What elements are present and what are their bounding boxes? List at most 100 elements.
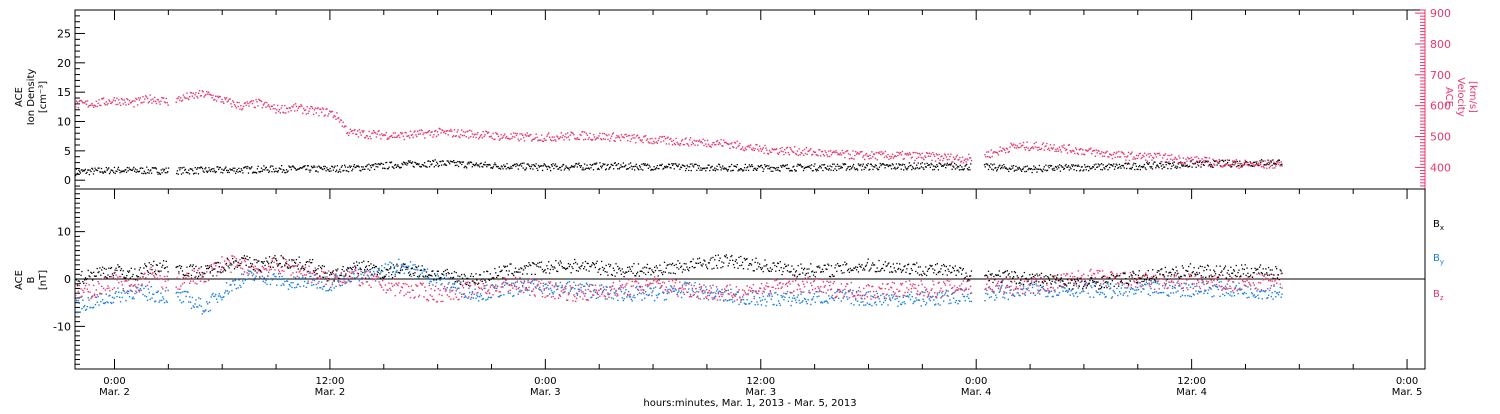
bz-series-point	[438, 288, 439, 289]
density-series-point	[98, 167, 99, 168]
velocity-series-point	[525, 134, 526, 135]
by-series-point	[1052, 296, 1053, 297]
bz-series-point	[545, 288, 546, 289]
by-series-point	[732, 301, 733, 302]
velocity-series-point	[338, 117, 339, 118]
density-series-point	[1043, 169, 1044, 170]
bz-series-point	[721, 296, 722, 297]
by-series-point	[1158, 283, 1159, 284]
by-series-point	[253, 273, 254, 274]
by-series-point	[430, 281, 431, 282]
velocity-series-point	[1089, 149, 1090, 150]
density-series-point	[309, 171, 310, 172]
by-series-point	[943, 300, 944, 301]
velocity-series-point	[952, 161, 953, 162]
by-series-point	[1129, 291, 1130, 292]
velocity-series-point	[156, 103, 157, 104]
bz-series-point	[83, 292, 84, 293]
velocity-series-point	[704, 140, 705, 141]
density-series-point	[266, 167, 267, 168]
bz-series-point	[439, 294, 440, 295]
by-series-point	[775, 292, 776, 293]
velocity-series-point	[667, 137, 668, 138]
velocity-series-point	[744, 150, 745, 151]
velocity-series-point	[1264, 160, 1265, 161]
by-series-point	[587, 284, 588, 285]
density-series-point	[502, 168, 503, 169]
by-series-point	[311, 285, 312, 286]
density-series-point	[713, 169, 714, 170]
velocity-series-point	[895, 156, 896, 157]
velocity-series-point	[1210, 162, 1211, 163]
density-series-point	[835, 166, 836, 167]
density-series-point	[360, 170, 361, 171]
density-series-point	[439, 165, 440, 166]
density-series-point	[1047, 170, 1048, 171]
bz-series-point	[701, 286, 702, 287]
velocity-series-point	[167, 102, 168, 103]
bz-series-point	[330, 287, 331, 288]
by-series-point	[621, 291, 622, 292]
bz-series-point	[623, 287, 624, 288]
by-series-point	[415, 269, 416, 270]
by-series-point	[316, 287, 317, 288]
by-series-point	[192, 297, 193, 298]
density-series-point	[116, 171, 117, 172]
density-series-point	[620, 164, 621, 165]
velocity-series-point	[148, 102, 149, 103]
bz-series-point	[644, 278, 645, 279]
bz-series-point	[304, 274, 305, 275]
velocity-series-point	[990, 157, 991, 158]
by-series-point	[114, 297, 115, 298]
by-series-point	[860, 302, 861, 303]
density-series-point	[649, 166, 650, 167]
by-series-point	[795, 299, 796, 300]
velocity-series-point	[1136, 155, 1137, 156]
by-series-point	[999, 292, 1000, 293]
density-series-point	[93, 173, 94, 174]
velocity-series-point	[1052, 147, 1053, 148]
velocity-series-point	[1269, 167, 1270, 168]
density-series-point	[149, 173, 150, 174]
by-series-point	[1186, 287, 1187, 288]
velocity-series-point	[847, 150, 848, 151]
density-series-point	[688, 170, 689, 171]
by-series-point	[1070, 294, 1071, 295]
by-series-point	[381, 265, 382, 266]
velocity-series-point	[570, 135, 571, 136]
velocity-series-point	[1010, 143, 1011, 144]
by-series-point	[1197, 293, 1198, 294]
velocity-series-point	[445, 133, 446, 134]
velocity-series-point	[341, 120, 342, 121]
by-series-point	[520, 291, 521, 292]
bz-series-point	[563, 292, 564, 293]
bz-series-point	[640, 286, 641, 287]
density-series-point	[919, 167, 920, 168]
velocity-series-point	[1261, 166, 1262, 167]
density-series-point	[938, 169, 939, 170]
velocity-series-point	[1098, 150, 1099, 151]
by-series-point	[325, 290, 326, 291]
by-series-point	[560, 282, 561, 283]
density-series-point	[484, 164, 485, 165]
velocity-series-point	[1236, 159, 1237, 160]
bz-series-point	[503, 282, 504, 283]
velocity-series-point	[913, 152, 914, 153]
velocity-series-point	[659, 136, 660, 137]
by-series-point	[151, 297, 152, 298]
bz-series-point	[727, 285, 728, 286]
velocity-series-point	[1183, 157, 1184, 158]
bz-series-point	[579, 296, 580, 297]
velocity-series-point	[1275, 165, 1276, 166]
density-series-point	[482, 166, 483, 167]
by-series-point	[1202, 282, 1203, 283]
bz-series-point	[494, 286, 495, 287]
by-series-point	[216, 298, 217, 299]
velocity-series-point	[272, 108, 273, 109]
by-series-point	[1000, 290, 1001, 291]
bz-series-point	[297, 276, 298, 277]
bz-series-point	[479, 288, 480, 289]
velocity-series-point	[255, 99, 256, 100]
by-series-point	[987, 294, 988, 295]
bz-series-point	[535, 295, 536, 296]
